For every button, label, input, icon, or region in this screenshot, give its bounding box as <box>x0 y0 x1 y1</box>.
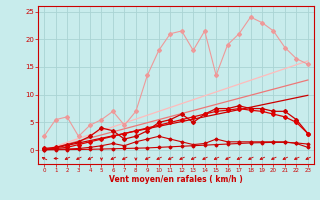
X-axis label: Vent moyen/en rafales ( km/h ): Vent moyen/en rafales ( km/h ) <box>109 175 243 184</box>
